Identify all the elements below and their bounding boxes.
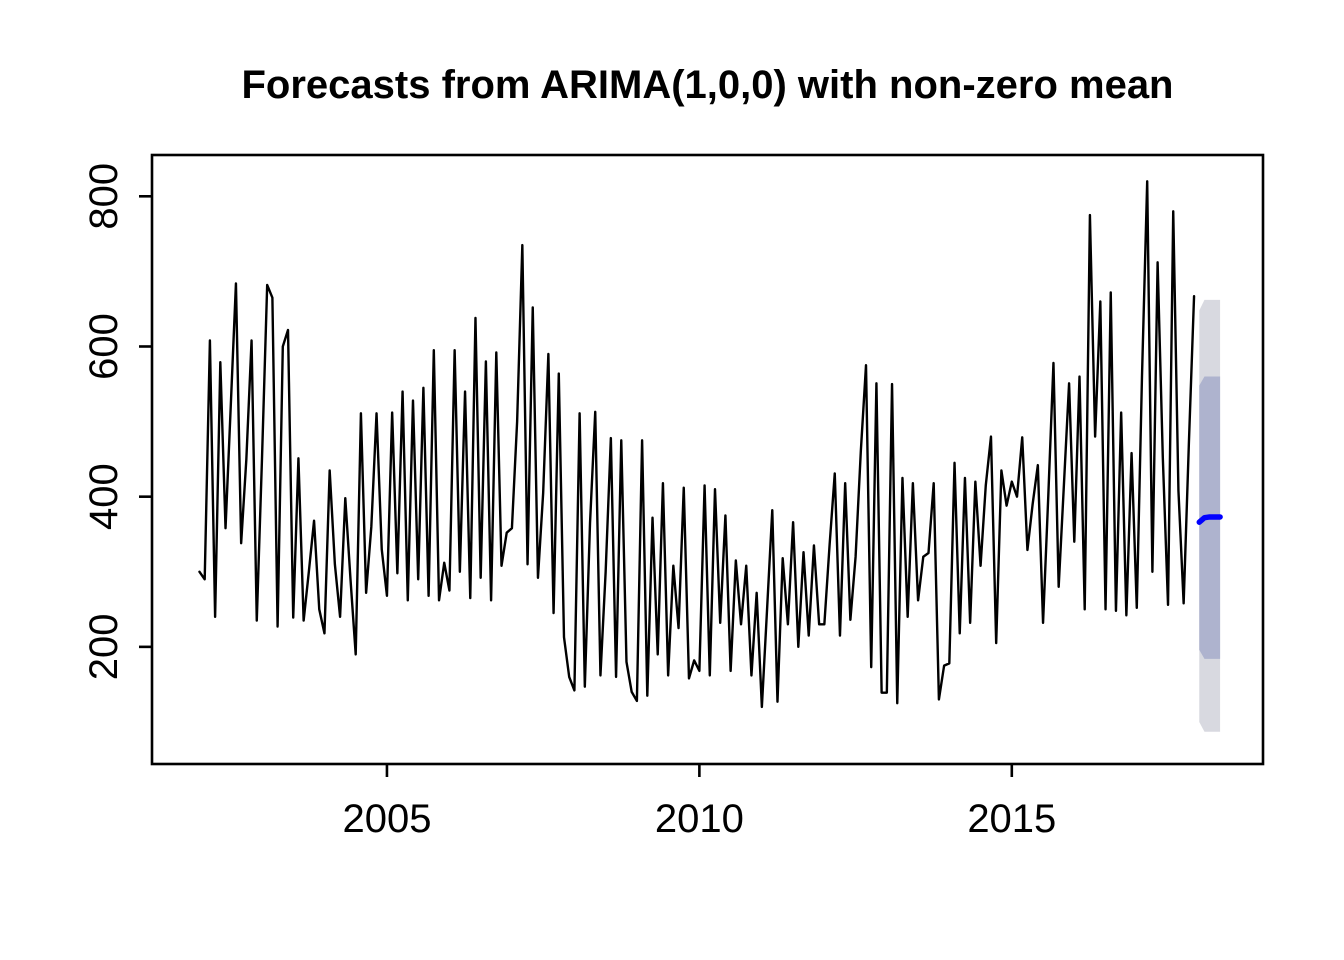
- y-tick-label: 800: [82, 163, 126, 230]
- chart-title: Forecasts from ARIMA(1,0,0) with non-zer…: [241, 63, 1174, 107]
- y-tick-label: 600: [82, 313, 126, 380]
- y-tick-label: 200: [82, 613, 126, 680]
- plot-box: [150, 153, 1265, 766]
- y-tick-label: 400: [82, 463, 126, 530]
- observed-series-line: [198, 180, 1196, 709]
- forecast-mean-line: [1196, 514, 1223, 525]
- x-tick-label: 2010: [655, 797, 744, 841]
- x-tick-label: 2015: [967, 797, 1056, 841]
- x-tick-label: 2005: [342, 797, 431, 841]
